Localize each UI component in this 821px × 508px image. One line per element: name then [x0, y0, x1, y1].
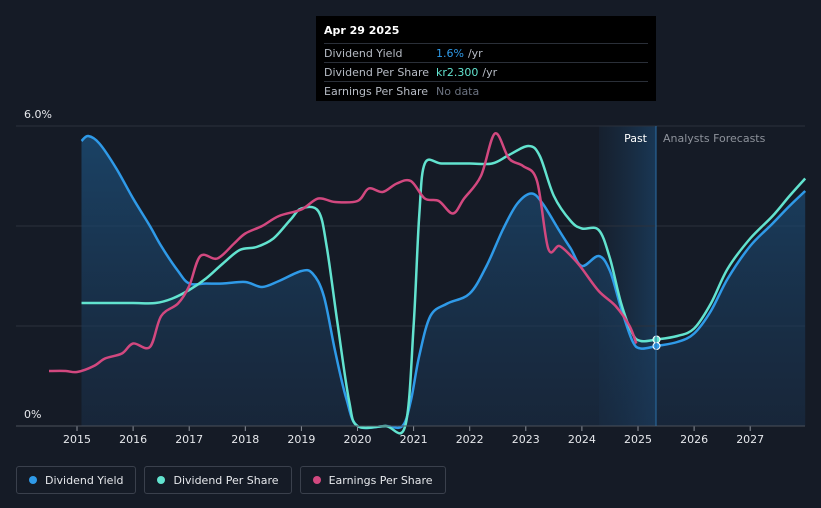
- line-dividend-per-share: [81, 144, 807, 435]
- legend-dot-icon: [312, 476, 321, 484]
- legend-item-dividend-per-share[interactable]: Dividend Per Share: [144, 466, 292, 494]
- tooltip-row-earnings-per-share: Earnings Per Share No data: [324, 81, 648, 100]
- tooltip-unit: /yr: [482, 65, 498, 79]
- x-tick-label: 2016: [119, 433, 147, 446]
- tooltip-value: kr2.300: [436, 65, 479, 79]
- tooltip-row-dividend-yield: Dividend Yield 1.6% /yr: [324, 43, 648, 62]
- marker-dividend-per-share: [652, 335, 661, 344]
- area-dividend-yield: [81, 135, 806, 429]
- legend-dot-icon: [157, 476, 166, 484]
- y-axis-bottom-label: 0%: [24, 408, 41, 421]
- x-tick-label: 2024: [568, 433, 596, 446]
- tooltip-label: Dividend Yield: [324, 46, 403, 60]
- line-earnings-per-share: [48, 132, 638, 374]
- tooltip-value: 1.6%: [436, 46, 464, 60]
- tooltip-date: Apr 29 2025: [324, 24, 400, 37]
- x-tick-label: 2015: [63, 433, 91, 446]
- x-tick-label: 2017: [175, 433, 203, 446]
- tooltip-row-dividend-per-share: Dividend Per Share kr2.300 /yr: [324, 62, 648, 81]
- legend-label: Dividend Yield: [45, 473, 124, 487]
- x-tick-label: 2022: [456, 433, 484, 446]
- marker-dividend-yield: [652, 342, 661, 350]
- legend-item-earnings-per-share[interactable]: Earnings Per Share: [299, 466, 446, 494]
- legend: Dividend Yield Dividend Per Share Earnin…: [16, 466, 446, 494]
- legend-label: Earnings Per Share: [328, 473, 433, 487]
- x-tick-label: 2023: [512, 433, 540, 446]
- tooltip-value: No data: [436, 84, 480, 98]
- x-tick-label: 2027: [736, 433, 764, 446]
- legend-dot-icon: [29, 476, 37, 484]
- x-tick-label: 2025: [624, 433, 652, 446]
- x-tick-label: 2019: [287, 433, 315, 446]
- x-tick-label: 2021: [400, 433, 428, 446]
- forecast-label: Analysts Forecasts: [663, 132, 766, 145]
- x-tick-label: 2020: [344, 433, 372, 446]
- x-tick-label: 2018: [231, 433, 259, 446]
- y-axis-top-label: 6.0%: [24, 108, 52, 121]
- legend-label: Dividend Per Share: [173, 473, 279, 487]
- past-label: Past: [624, 132, 648, 145]
- tooltip-label: Earnings Per Share: [324, 84, 429, 98]
- legend-item-dividend-yield[interactable]: Dividend Yield: [16, 466, 137, 494]
- x-tick-label: 2026: [680, 433, 708, 446]
- tooltip-label: Dividend Per Share: [324, 65, 430, 79]
- tooltip: Apr 29 2025 Dividend Yield 1.6% /yr Divi…: [316, 16, 656, 101]
- tooltip-unit: /yr: [467, 46, 483, 60]
